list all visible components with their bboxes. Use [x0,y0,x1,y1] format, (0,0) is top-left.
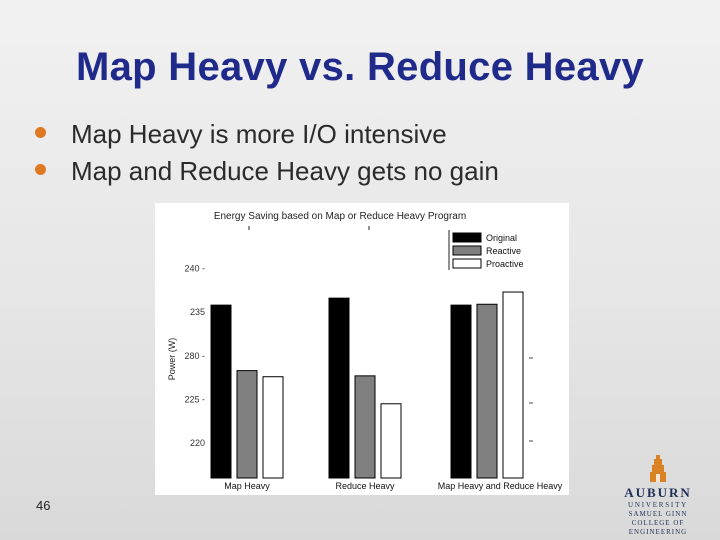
x-category-label: Map Heavy [224,481,270,491]
legend-label-proactive: Proactive [486,259,524,269]
logo-name: AUBURN [624,485,692,500]
y-tick-label: 280 - [184,351,205,361]
y-tick-label: 220 [190,438,205,448]
x-category-label: Map Heavy and Reduce Heavy [438,481,563,491]
tower-icon [650,455,666,482]
y-tick-label: 225 - [184,394,205,404]
bullet-icon [35,127,46,138]
chart-panel: Energy Saving based on Map or Reduce Hea… [155,203,569,495]
bullet-item: Map and Reduce Heavy gets no gain [35,153,655,189]
logo-line-3: COLLEGE OF ENGINEERING [628,519,688,536]
bar-proactive-1 [262,376,284,479]
legend-swatch-original [452,232,482,243]
logo-line-1: UNIVERSITY [628,501,688,509]
bullet-item: Map Heavy is more I/O intensive [35,116,655,152]
bar-original-1 [210,304,232,479]
bullet-icon [35,164,46,175]
bullet-text: Map and Reduce Heavy gets no gain [71,156,499,186]
legend-label-reactive: Reactive [486,246,521,256]
bullet-text: Map Heavy is more I/O intensive [71,119,447,149]
legend-swatch-reactive [452,245,482,256]
page-number: 46 [36,498,51,513]
x-category-label: Reduce Heavy [335,481,395,491]
y-tick-label: 235 [190,307,205,317]
y-axis-label: Power (W) [167,338,177,381]
bar-reactive-2 [354,375,376,479]
bar-proactive-3 [502,291,524,479]
bar-proactive-2 [380,403,402,479]
logo-line-2: SAMUEL GINN [628,510,688,518]
legend-label-original: Original [486,233,517,243]
bar-original-3 [450,304,472,479]
slide-title: Map Heavy vs. Reduce Heavy [75,45,645,89]
y-tick-label: 240 - [184,263,205,273]
bar-chart: Energy Saving based on Map or Reduce Hea… [155,203,569,495]
bar-original-2 [328,297,350,479]
chart-title: Energy Saving based on Map or Reduce Hea… [214,211,466,222]
bullet-list: Map Heavy is more I/O intensive Map and … [35,116,655,190]
bar-reactive-1 [236,370,258,479]
bar-reactive-3 [476,303,498,479]
legend-swatch-proactive [452,258,482,269]
university-logo: AUBURN UNIVERSITY SAMUEL GINN COLLEGE OF… [609,454,707,536]
